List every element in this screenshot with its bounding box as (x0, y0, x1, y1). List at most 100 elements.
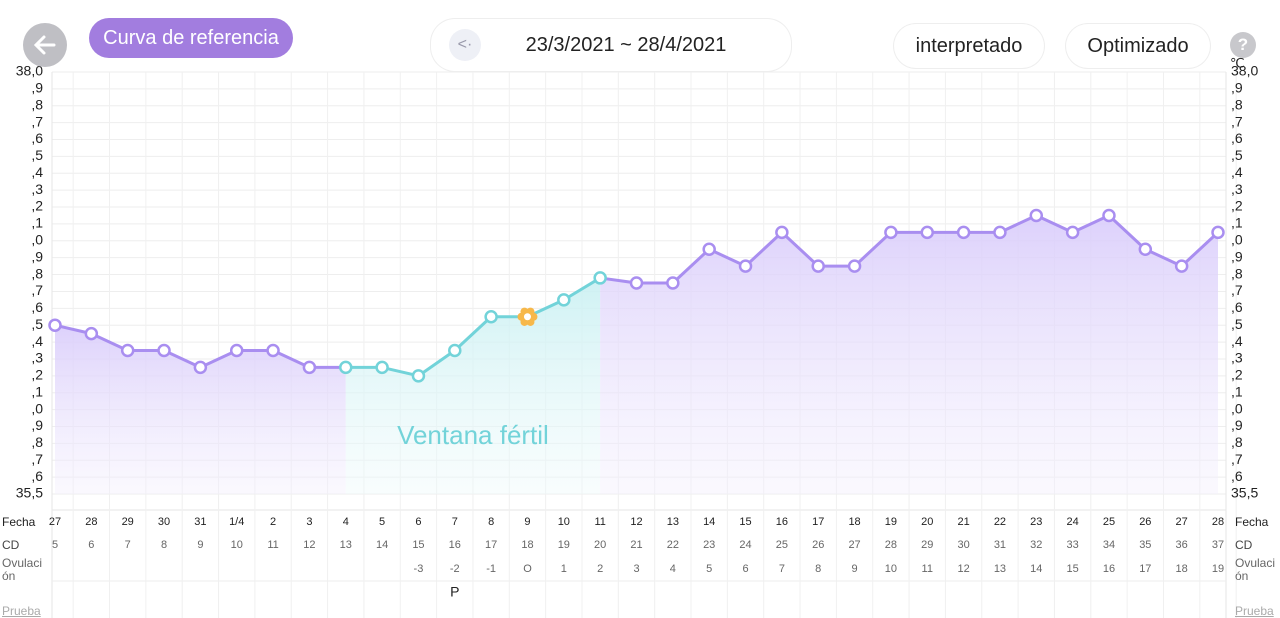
ovulation-day-label: 9 (852, 563, 858, 575)
date-range[interactable]: <· 23/3/2021 ~ 28/4/2021 (431, 19, 791, 71)
test-label: P (450, 584, 459, 600)
y2-tick-label: ,3 (1231, 181, 1243, 197)
cd-label: 14 (376, 539, 388, 551)
date-label: 10 (558, 516, 570, 528)
date-label: 26 (1139, 516, 1151, 528)
ovulation-day-label: -1 (486, 563, 496, 575)
y-tick-label: ,8 (31, 96, 43, 112)
temperature-point (84, 326, 99, 341)
interpreted-button[interactable]: interpretado (894, 24, 1044, 68)
y-tick-label: ,4 (31, 164, 43, 180)
reference-curve-button[interactable]: Curva de referencia (89, 18, 293, 58)
fertile-window-label: Ventana fértil (397, 420, 549, 450)
y2-tick-label: ,9 (1231, 80, 1243, 96)
date-label: 1/4 (229, 516, 244, 528)
y-tick-label: ,2 (31, 367, 43, 383)
row-label: Ovulación (2, 556, 43, 583)
cd-label: 7 (125, 539, 131, 551)
temperature-point (1138, 242, 1153, 256)
ovulation-day-label: 7 (779, 563, 785, 575)
cd-label: 18 (521, 539, 533, 551)
cd-label: 36 (1176, 539, 1188, 551)
temperature-point (1065, 225, 1080, 240)
ovulation-day-label: 14 (1030, 563, 1042, 575)
cd-label: 15 (412, 539, 424, 551)
date-label: 3 (306, 516, 312, 528)
cd-label: 28 (885, 539, 897, 551)
temperature-point (302, 360, 317, 375)
cd-label: 19 (558, 539, 570, 551)
y2-tick-label: ,1 (1231, 215, 1243, 231)
y-tick-label: ,3 (31, 350, 43, 366)
cd-label: 30 (957, 539, 969, 551)
temperature-point (557, 293, 571, 307)
date-label: 22 (994, 516, 1006, 528)
help-button[interactable]: ? (1230, 32, 1256, 58)
y-tick-label: ,8 (31, 265, 43, 281)
temperature-point (884, 225, 898, 240)
y2-tick-label: ,8 (1231, 265, 1243, 281)
cd-label: 20 (594, 539, 606, 551)
cd-label: 5 (52, 539, 58, 551)
y-tick-label: 35,5 (16, 485, 43, 501)
cd-label: 8 (161, 539, 167, 551)
y-tick-label: ,7 (31, 451, 43, 467)
ovulation-day-label: 10 (885, 563, 897, 575)
ovulation-day-label: 6 (742, 563, 748, 575)
cd-label: 24 (739, 539, 751, 551)
cd-label: 22 (667, 539, 679, 551)
ovulation-day-label: 4 (670, 563, 676, 575)
y2-tick-label: ,3 (1231, 350, 1243, 366)
cd-label: 17 (485, 539, 497, 551)
temperature-point (375, 360, 389, 375)
y2-tick-label: ,2 (1231, 198, 1243, 214)
y2-tick-label: ,0 (1231, 232, 1243, 248)
temperature-point (629, 276, 644, 290)
ovulation-day-label: 12 (957, 563, 969, 575)
ovulation-day-label: 1 (561, 563, 567, 575)
date-label: 31 (194, 516, 206, 528)
y2-tick-label: ,4 (1231, 164, 1243, 180)
temperature-point (1102, 208, 1116, 223)
cd-label: 21 (630, 539, 642, 551)
date-label: 13 (667, 516, 679, 528)
ovulation-day-label: 13 (994, 563, 1006, 575)
y-tick-label: ,5 (31, 316, 43, 332)
y2-tick-label: 35,5 (1231, 485, 1258, 501)
date-label: 15 (739, 516, 751, 528)
y2-tick-label: ,6 (1231, 468, 1243, 484)
ovulation-day-label: O (523, 563, 532, 575)
y-tick-label: ,5 (31, 147, 43, 163)
cd-label: 27 (848, 539, 860, 551)
back-icon (33, 35, 56, 55)
date-label: 5 (379, 516, 385, 528)
temperature-point (157, 343, 171, 358)
y2-tick-label: ,1 (1231, 383, 1243, 399)
row-label: Fecha (2, 515, 36, 529)
date-label: 19 (885, 516, 897, 528)
back-button[interactable] (23, 23, 67, 67)
date-label: 14 (703, 516, 715, 528)
y-tick-label: ,9 (31, 248, 43, 264)
date-label: 30 (158, 516, 170, 528)
temperature-point (666, 276, 680, 290)
y2-tick-label: 38,0 (1231, 63, 1258, 79)
date-label: 11 (594, 516, 605, 528)
ovulation-day-label: 18 (1176, 563, 1188, 575)
cd-label: 37 (1212, 539, 1224, 551)
temperature-point (956, 225, 971, 240)
cd-label: 25 (776, 539, 788, 551)
ovulation-day-label: -2 (450, 563, 460, 575)
temperature-point (920, 225, 934, 240)
temperature-point (120, 343, 135, 358)
y-tick-label: ,7 (31, 282, 43, 298)
ovulation-day-label: 5 (706, 563, 712, 575)
temperature-point (775, 225, 789, 240)
cd-label: 23 (703, 539, 715, 551)
y2-tick-label: ,2 (1231, 367, 1243, 383)
cd-label: 29 (921, 539, 933, 551)
optimized-button[interactable]: Optimizado (1066, 24, 1210, 68)
y-tick-label: 38,0 (16, 63, 43, 79)
date-label: 23 (1030, 516, 1042, 528)
